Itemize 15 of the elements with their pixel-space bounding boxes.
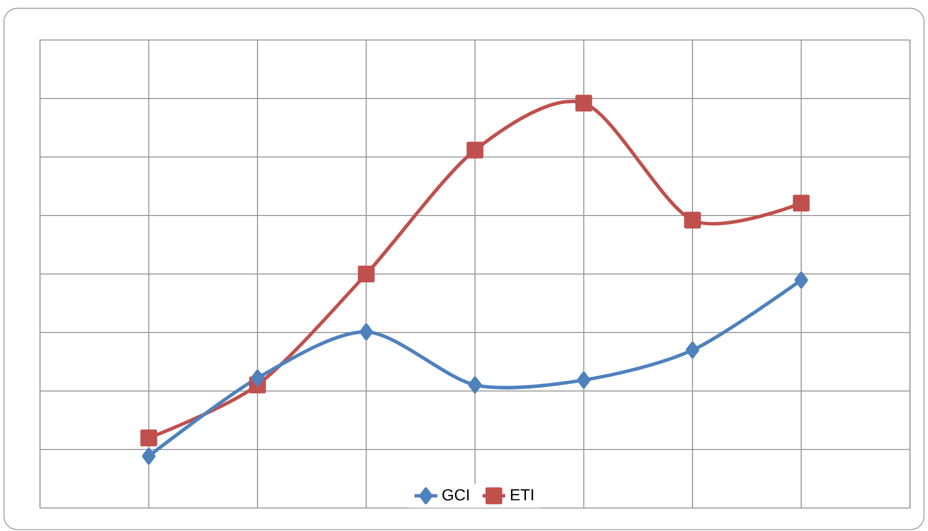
point — [142, 448, 156, 465]
point — [250, 370, 264, 386]
point — [360, 323, 373, 340]
legend-label: GCI — [442, 489, 469, 501]
point — [684, 212, 701, 229]
point — [792, 194, 810, 212]
point — [468, 376, 482, 394]
point — [577, 372, 590, 388]
point — [466, 142, 484, 159]
point — [794, 272, 808, 288]
point — [686, 342, 700, 358]
point — [358, 266, 375, 282]
legend-label: ETI — [510, 489, 534, 500]
point — [140, 430, 158, 446]
point — [575, 94, 592, 112]
